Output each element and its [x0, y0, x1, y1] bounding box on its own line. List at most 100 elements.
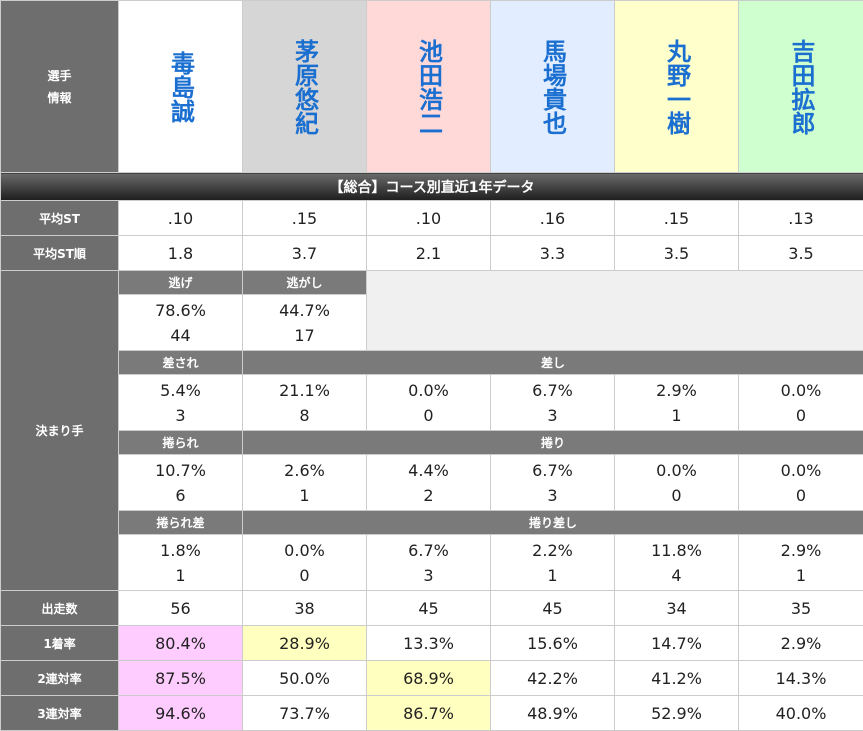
racer-info-header: 選手 情報	[0, 0, 119, 173]
makuri-sashi-pct: 11.8%	[651, 540, 702, 560]
racer-name-cell[interactable]: 池田浩二	[366, 0, 491, 173]
makuri-sashi-cell: 1.8% 1	[118, 534, 243, 591]
win-rate-value: 14.7%	[614, 625, 739, 661]
sashi-count: 1	[671, 405, 682, 425]
racer-name-3[interactable]: 池田浩二	[414, 38, 443, 135]
racer-name-cell[interactable]: 毒島誠	[118, 0, 243, 173]
makuri-sashi-pct: 6.7%	[408, 540, 449, 560]
makuri-count: 2	[423, 485, 434, 505]
nigashi-cell: 44.7% 17	[242, 294, 367, 351]
makuri-sashi-cell: 0.0% 0	[242, 534, 367, 591]
sashi-count: 0	[795, 405, 807, 425]
racer-name-cell[interactable]: 馬場貴也	[490, 0, 615, 173]
makuri-sashi-cell: 6.7% 3	[366, 534, 491, 591]
makuri-cell: 4.4% 2	[366, 454, 491, 511]
avg-st-value: .10	[366, 200, 491, 236]
win-rate-value: 28.9%	[242, 625, 367, 661]
win-rate-label: 1着率	[0, 625, 119, 661]
win-rate-value: 15.6%	[490, 625, 615, 661]
makuri-pct: 10.7%	[155, 460, 206, 480]
racer-name-6[interactable]: 吉田拡郎	[787, 38, 815, 135]
makuri-sashi-cell: 2.9% 1	[738, 534, 863, 591]
makuri-sashi-pct: 2.2%	[532, 540, 573, 560]
makuri-count: 6	[175, 485, 186, 505]
quinella-rate-label: 2連対率	[0, 660, 119, 696]
quinella-rate-value: 42.2%	[490, 660, 615, 696]
sashi-pct: 2.9%	[656, 380, 697, 400]
makuri-sashi-count: 1	[547, 565, 558, 585]
trio-rate-value: 86.7%	[366, 695, 491, 731]
quinella-rate-value: 87.5%	[118, 660, 243, 696]
racer-name-5[interactable]: 丸野一樹	[662, 38, 691, 135]
racer-name-2[interactable]: 茅原悠紀	[290, 38, 319, 135]
avg-st-value: .15	[242, 200, 367, 236]
sashi-count: 3	[175, 405, 186, 425]
racer-name-1[interactable]: 毒島誠	[166, 50, 195, 123]
sashi-pct: 5.4%	[160, 380, 201, 400]
quinella-rate-value: 50.0%	[242, 660, 367, 696]
section-title: 【総合】コース別直近1年データ	[0, 172, 863, 201]
trio-rate-value: 48.9%	[490, 695, 615, 731]
sashi-pct: 6.7%	[532, 380, 573, 400]
makuri-cell: 10.7% 6	[118, 454, 243, 511]
quinella-rate-value: 41.2%	[614, 660, 739, 696]
racer-name-cell[interactable]: 吉田拡郎	[738, 0, 863, 173]
avg-st-rank-value: 3.7	[242, 235, 367, 271]
makuri-pct: 0.0%	[780, 460, 822, 480]
makuri-cell: 2.6% 1	[242, 454, 367, 511]
win-rate-value: 13.3%	[366, 625, 491, 661]
makuri-sashi-count: 4	[671, 565, 682, 585]
nige-count: 44	[170, 325, 191, 345]
sashi-pct: 0.0%	[780, 380, 822, 400]
nige-label: 逃げ	[118, 270, 243, 295]
nige-pct: 78.6%	[155, 300, 206, 320]
avg-st-rank-value: 1.8	[118, 235, 243, 271]
starts-value: 56	[118, 590, 243, 626]
sashi-cell: 21.1% 8	[242, 374, 367, 431]
sashi-label: 差し	[242, 350, 863, 375]
makuri-sashi-count: 3	[423, 565, 434, 585]
avg-st-rank-value: 3.5	[614, 235, 739, 271]
trio-rate-value: 40.0%	[738, 695, 863, 731]
quinella-rate-value: 68.9%	[366, 660, 491, 696]
kimarite-label: 決まり手	[0, 270, 119, 591]
makuri-sashi-pct: 1.8%	[160, 540, 201, 560]
makuri-cell: 0.0% 0	[738, 454, 863, 511]
starts-label: 出走数	[0, 590, 119, 626]
makuri-label: 捲り	[242, 430, 863, 455]
makurare-label: 捲られ	[118, 430, 243, 455]
makuri-sashi-cell: 11.8% 4	[614, 534, 739, 591]
makuri-pct: 0.0%	[656, 460, 697, 480]
sashi-count: 3	[547, 405, 558, 425]
makuri-count: 1	[299, 485, 310, 505]
nigashi-pct: 44.7%	[279, 300, 330, 320]
avg-st-rank-label: 平均ST順	[0, 235, 119, 271]
avg-st-value: .16	[490, 200, 615, 236]
makuri-pct: 2.6%	[284, 460, 325, 480]
makuri-cell: 0.0% 0	[614, 454, 739, 511]
makuri-cell: 6.7% 3	[490, 454, 615, 511]
sashi-count: 0	[423, 405, 434, 425]
sashi-cell: 6.7% 3	[490, 374, 615, 431]
starts-value: 34	[614, 590, 739, 626]
nigashi-label: 逃がし	[242, 270, 367, 295]
racer-name-cell[interactable]: 茅原悠紀	[242, 0, 367, 173]
trio-rate-value: 94.6%	[118, 695, 243, 731]
avg-st-rank-value: 2.1	[366, 235, 491, 271]
starts-value: 45	[366, 590, 491, 626]
makuri-sashi-pct: 2.9%	[780, 540, 822, 560]
racer-info-label: 選手 情報	[47, 68, 72, 105]
avg-st-value: .15	[614, 200, 739, 236]
avg-st-value: .10	[118, 200, 243, 236]
sashi-cell: 0.0% 0	[738, 374, 863, 431]
sashi-cell: 2.9% 1	[614, 374, 739, 431]
trio-rate-value: 73.7%	[242, 695, 367, 731]
racer-name-cell[interactable]: 丸野一樹	[614, 0, 739, 173]
makuri-sashi-cell: 2.2% 1	[490, 534, 615, 591]
makurare-sa-label: 捲られ差	[118, 510, 243, 535]
starts-value: 38	[242, 590, 367, 626]
makuri-sashi-count: 1	[175, 565, 186, 585]
nige-cell: 78.6% 44	[118, 294, 243, 351]
racer-name-4[interactable]: 馬場貴也	[538, 38, 567, 135]
